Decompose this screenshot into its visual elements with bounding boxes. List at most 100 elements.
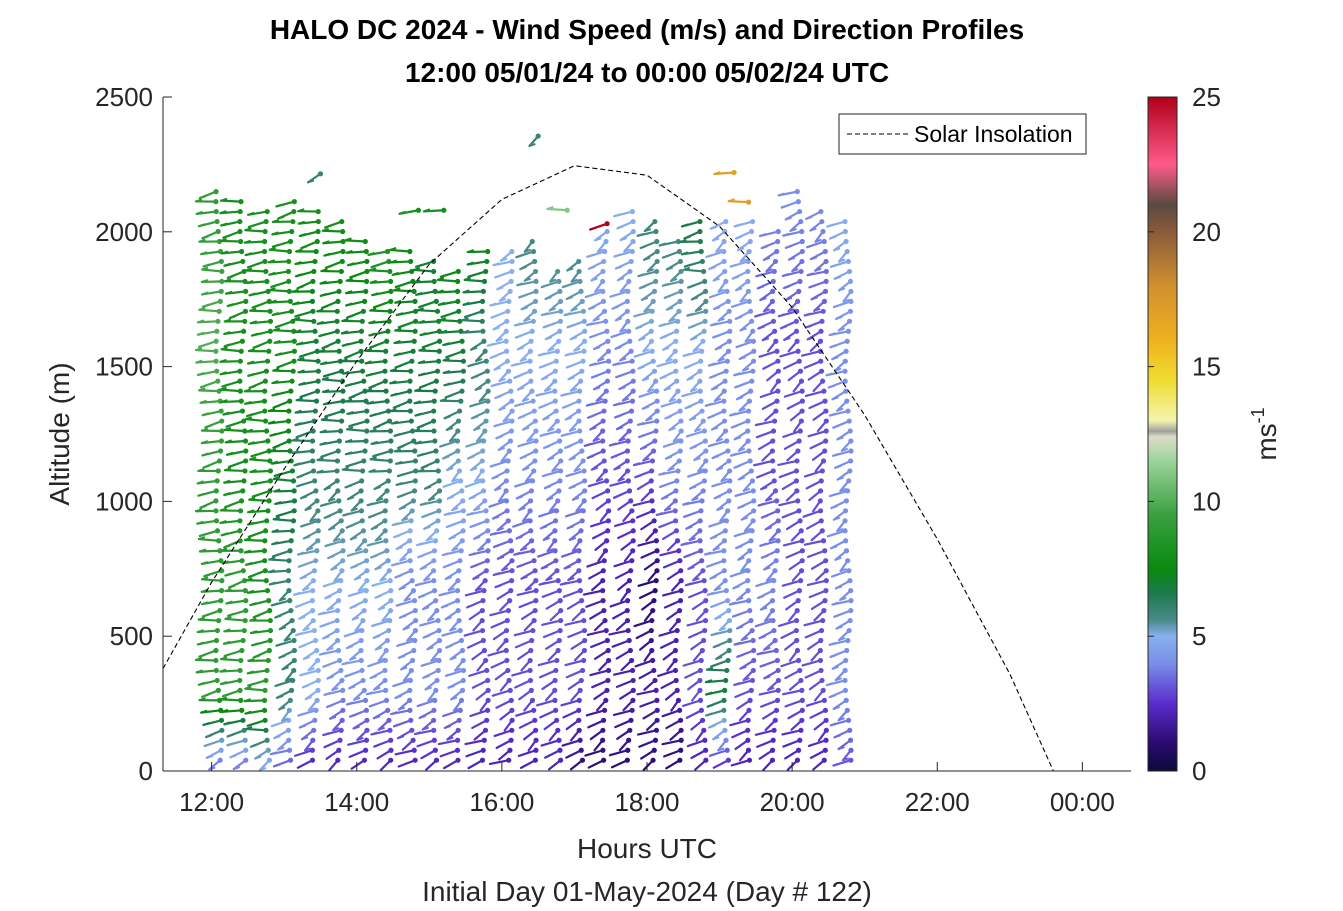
- wind-barb-head: [721, 697, 727, 703]
- wind-barb-head: [701, 478, 708, 484]
- wind-barb-flag: [494, 274, 502, 279]
- wind-barb: [494, 578, 515, 589]
- wind-barb-flag: [251, 332, 259, 337]
- wind-barb: [523, 268, 539, 282]
- wind-barb: [317, 607, 341, 616]
- wind-barb: [413, 398, 437, 405]
- wind-barb-flag: [417, 554, 425, 559]
- wind-barb-head: [630, 697, 636, 703]
- wind-barb-head: [360, 617, 366, 624]
- wind-barb-flag: [318, 348, 326, 353]
- wind-barb-head: [751, 657, 757, 664]
- wind-barb: [493, 727, 515, 738]
- wind-barb-head: [552, 528, 558, 534]
- wind-barb-flag: [244, 227, 252, 232]
- wind-barb-head: [481, 338, 487, 344]
- wind-barb-flag: [390, 259, 398, 264]
- wind-barb: [491, 687, 513, 697]
- wind-barb-flag: [292, 449, 300, 454]
- wind-barb: [398, 607, 418, 619]
- wind-barb-flag: [538, 404, 546, 409]
- wind-barb: [326, 637, 341, 652]
- wind-barb-flag: [342, 370, 350, 375]
- wind-barb: [268, 448, 293, 454]
- wind-barb-head: [237, 528, 243, 534]
- wind-barb: [220, 248, 245, 255]
- wind-barb-head: [697, 687, 703, 693]
- wind-barb: [293, 588, 316, 596]
- wind-barb-head: [265, 358, 271, 364]
- wind-barb-head: [577, 538, 583, 544]
- wind-barb: [494, 268, 515, 279]
- wind-barb-head: [745, 418, 751, 424]
- wind-barb-shaft: [439, 749, 459, 758]
- wind-barb-shaft: [442, 759, 460, 770]
- wind-barb-head: [503, 488, 509, 494]
- wind-barb-flag: [368, 514, 376, 519]
- wind-barb-flag: [413, 266, 421, 271]
- wind-barb-head: [557, 328, 563, 334]
- wind-barb-head: [558, 308, 564, 314]
- wind-barb-flag: [324, 514, 332, 519]
- wind-barb-head: [678, 418, 684, 424]
- wind-barb-head: [726, 488, 733, 494]
- wind-barb: [298, 607, 316, 620]
- wind-barb: [223, 627, 247, 634]
- wind-barb-head: [315, 528, 321, 534]
- wind-barb-flag: [317, 320, 324, 325]
- wind-barb: [249, 598, 272, 607]
- wind-barb-head: [675, 697, 682, 703]
- wind-barb-head: [434, 308, 441, 314]
- wind-barb-head: [457, 558, 463, 564]
- wind-barb-head: [239, 408, 246, 414]
- wind-barb-head: [528, 528, 534, 534]
- wind-barb-head: [480, 448, 486, 454]
- wind-barb-head: [533, 588, 539, 594]
- wind-barb: [406, 627, 419, 642]
- wind-barb: [473, 418, 489, 432]
- wind-barb: [517, 647, 534, 661]
- wind-barb-head: [262, 538, 268, 544]
- wind-barb-head: [382, 528, 388, 534]
- wind-barb: [222, 408, 246, 416]
- wind-barb-flag: [198, 616, 206, 621]
- wind-barb-head: [699, 408, 705, 414]
- wind-barb-head: [601, 408, 607, 414]
- wind-barb-head: [508, 737, 514, 743]
- wind-barb: [492, 258, 515, 267]
- wind-barb-flag: [325, 543, 332, 548]
- wind-barb-flag: [448, 684, 455, 689]
- wind-barb-head: [775, 358, 781, 364]
- wind-barb-flag: [396, 642, 404, 647]
- wind-barb-flag: [522, 397, 530, 402]
- wind-barb-flag: [443, 342, 450, 346]
- wind-barb-head: [675, 318, 681, 324]
- wind-barb-flag: [324, 224, 332, 229]
- wind-barb-head: [479, 468, 485, 474]
- wind-barb-head: [676, 607, 683, 614]
- wind-barb-flag: [465, 483, 473, 488]
- wind-barb-flag: [451, 478, 459, 483]
- wind-barb: [367, 248, 391, 256]
- wind-barb-head: [626, 737, 632, 743]
- wind-barb-flag: [415, 440, 422, 445]
- wind-barb-head: [458, 398, 464, 404]
- wind-barb-head: [577, 278, 583, 285]
- wind-barb-head: [290, 218, 296, 225]
- wind-barb-head: [213, 647, 219, 654]
- wind-barb: [515, 528, 534, 540]
- wind-barb-head: [775, 518, 781, 524]
- wind-barb-flag: [250, 320, 258, 325]
- wind-barb: [520, 657, 533, 672]
- wind-barb-head: [601, 308, 608, 314]
- wind-barb-flag: [394, 299, 402, 304]
- wind-barb-head: [213, 338, 219, 344]
- wind-barb: [354, 617, 366, 632]
- wind-barb-head: [745, 288, 751, 294]
- wind-barb-flag: [245, 416, 253, 421]
- wind-barb: [517, 438, 539, 448]
- wind-barb-head: [411, 598, 418, 604]
- wind-barb-head: [533, 288, 539, 294]
- wind-barb: [328, 757, 341, 771]
- wind-barb-flag: [246, 413, 254, 418]
